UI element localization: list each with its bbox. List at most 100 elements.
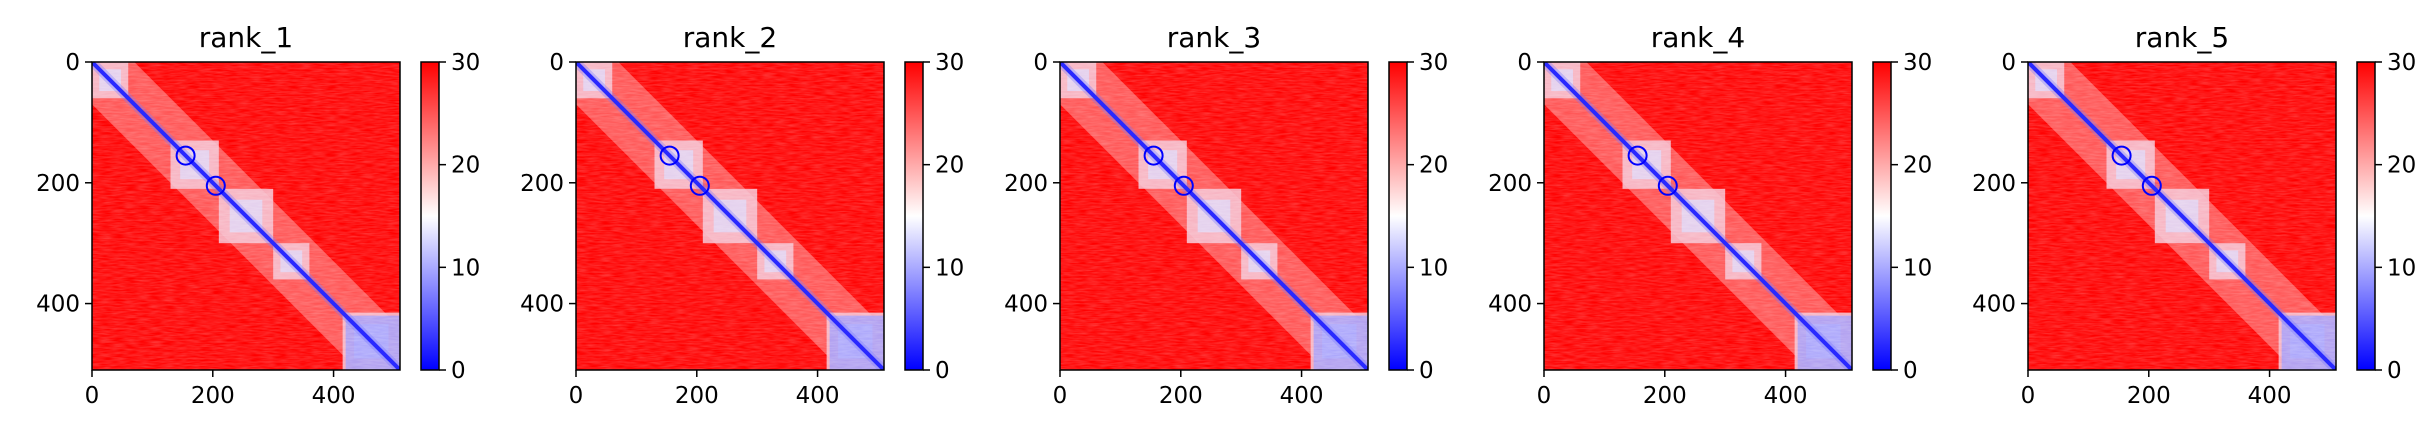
x-tick-label: 200	[2127, 383, 2171, 409]
colorbar	[2357, 62, 2375, 370]
colorbar-tick-label: 30	[1419, 50, 1448, 76]
x-tick-label: 400	[1764, 383, 1808, 409]
diagonal-halo	[2028, 62, 2336, 370]
diagonal-marker	[1143, 145, 1164, 166]
colorbar-tick-label: 10	[1419, 255, 1448, 281]
diagonal-line	[2028, 62, 2336, 370]
x-tick-label: 0	[2021, 383, 2036, 409]
y-tick-label: 0	[1033, 50, 1048, 76]
panel-2: rank_2 0 200 400 0 200 400 0 10 20 30	[520, 21, 964, 409]
colorbar	[905, 62, 923, 370]
colorbar-frame	[2356, 61, 2376, 371]
colorbar	[1389, 62, 1407, 370]
colorbar-tick-label: 20	[935, 153, 964, 179]
colorbar-tick-label: 0	[2387, 358, 2402, 384]
diagonal-halo	[576, 62, 884, 370]
panel-title: rank_3	[1167, 21, 1261, 54]
x-tick-label: 0	[1537, 383, 1552, 409]
y-tick-label: 0	[549, 50, 564, 76]
colorbar-tick-label: 10	[1903, 255, 1932, 281]
diagonal-marker	[689, 175, 710, 196]
plot-frame	[2027, 61, 2337, 371]
diagonal-halo	[92, 62, 400, 370]
diagonal-marker	[1657, 175, 1678, 196]
diagonal-marker	[175, 145, 196, 166]
diagonal-marker	[1627, 145, 1648, 166]
panel-title: rank_5	[2135, 21, 2229, 54]
plot-frame	[1543, 61, 1853, 371]
panel-title: rank_1	[199, 21, 293, 54]
colorbar-tick-label: 0	[935, 358, 950, 384]
y-tick-label: 200	[520, 171, 564, 197]
colorbar-frame	[904, 61, 924, 371]
plot-frame	[575, 61, 885, 371]
diagonal-line	[576, 62, 884, 370]
diagonal-halo	[1544, 62, 1852, 370]
heatmap-image	[2028, 62, 2336, 370]
y-tick-label: 400	[36, 292, 80, 318]
x-tick-label: 400	[312, 383, 356, 409]
plot-frame	[1059, 61, 1369, 371]
colorbar-tick-label: 10	[2387, 255, 2416, 281]
x-tick-label: 0	[85, 383, 100, 409]
colorbar-tick-label: 30	[1903, 50, 1932, 76]
x-tick-label: 0	[569, 383, 584, 409]
colorbar-tick-label: 20	[451, 153, 480, 179]
colorbar-frame	[420, 61, 440, 371]
colorbar-tick-label: 10	[451, 255, 480, 281]
diagonal-marker	[2141, 175, 2162, 196]
diagonal-halo	[1060, 62, 1368, 370]
y-tick-label: 0	[2001, 50, 2016, 76]
heatmap-image	[576, 62, 884, 370]
panel-1: rank_1 0 200 400 0 200 400 0 10 20 30	[36, 21, 480, 409]
y-tick-label: 200	[1004, 171, 1048, 197]
diagonal-marker	[205, 175, 226, 196]
colorbar-tick-label: 0	[1419, 358, 1434, 384]
x-tick-label: 200	[1643, 383, 1687, 409]
heatmap-image	[1544, 62, 1852, 370]
diagonal-line	[92, 62, 400, 370]
plot-frame	[91, 61, 401, 371]
x-tick-label: 200	[191, 383, 235, 409]
colorbar-tick-label: 0	[1903, 358, 1918, 384]
heatmap-image	[92, 62, 400, 370]
colorbar-tick-label: 30	[451, 50, 480, 76]
y-tick-label: 0	[65, 50, 80, 76]
heatmap-image	[1060, 62, 1368, 370]
colorbar-tick-label: 20	[2387, 153, 2416, 179]
x-tick-label: 0	[1053, 383, 1068, 409]
diagonal-line	[1544, 62, 1852, 370]
y-tick-label: 200	[1972, 171, 2016, 197]
diagonal-line	[1060, 62, 1368, 370]
y-tick-label: 200	[1488, 171, 1532, 197]
colorbar-tick-label: 20	[1903, 153, 1932, 179]
y-tick-label: 200	[36, 171, 80, 197]
y-tick-label: 0	[1517, 50, 1532, 76]
x-tick-label: 400	[796, 383, 840, 409]
colorbar-frame	[1872, 61, 1892, 371]
x-tick-label: 200	[1159, 383, 1203, 409]
panel-3: rank_3 0 200 400 0 200 400 0 10 20 30	[1004, 21, 1448, 409]
x-tick-label: 400	[2248, 383, 2292, 409]
x-tick-label: 400	[1280, 383, 1324, 409]
diagonal-marker	[1173, 175, 1194, 196]
y-tick-label: 400	[520, 292, 564, 318]
y-tick-label: 400	[1972, 292, 2016, 318]
panel-4: rank_4 0 200 400 0 200 400 0 10 20 30	[1488, 21, 1932, 409]
y-tick-label: 400	[1488, 292, 1532, 318]
y-tick-label: 400	[1004, 292, 1048, 318]
colorbar-tick-label: 10	[935, 255, 964, 281]
colorbar-tick-label: 30	[2387, 50, 2416, 76]
colorbar-tick-label: 0	[451, 358, 466, 384]
colorbar-tick-label: 30	[935, 50, 964, 76]
panel-title: rank_4	[1651, 21, 1745, 54]
panel-title: rank_2	[683, 21, 777, 54]
colorbar-tick-label: 20	[1419, 153, 1448, 179]
x-tick-label: 200	[675, 383, 719, 409]
colorbar-frame	[1388, 61, 1408, 371]
diagonal-marker	[659, 145, 680, 166]
colorbar	[1873, 62, 1891, 370]
colorbar	[421, 62, 439, 370]
